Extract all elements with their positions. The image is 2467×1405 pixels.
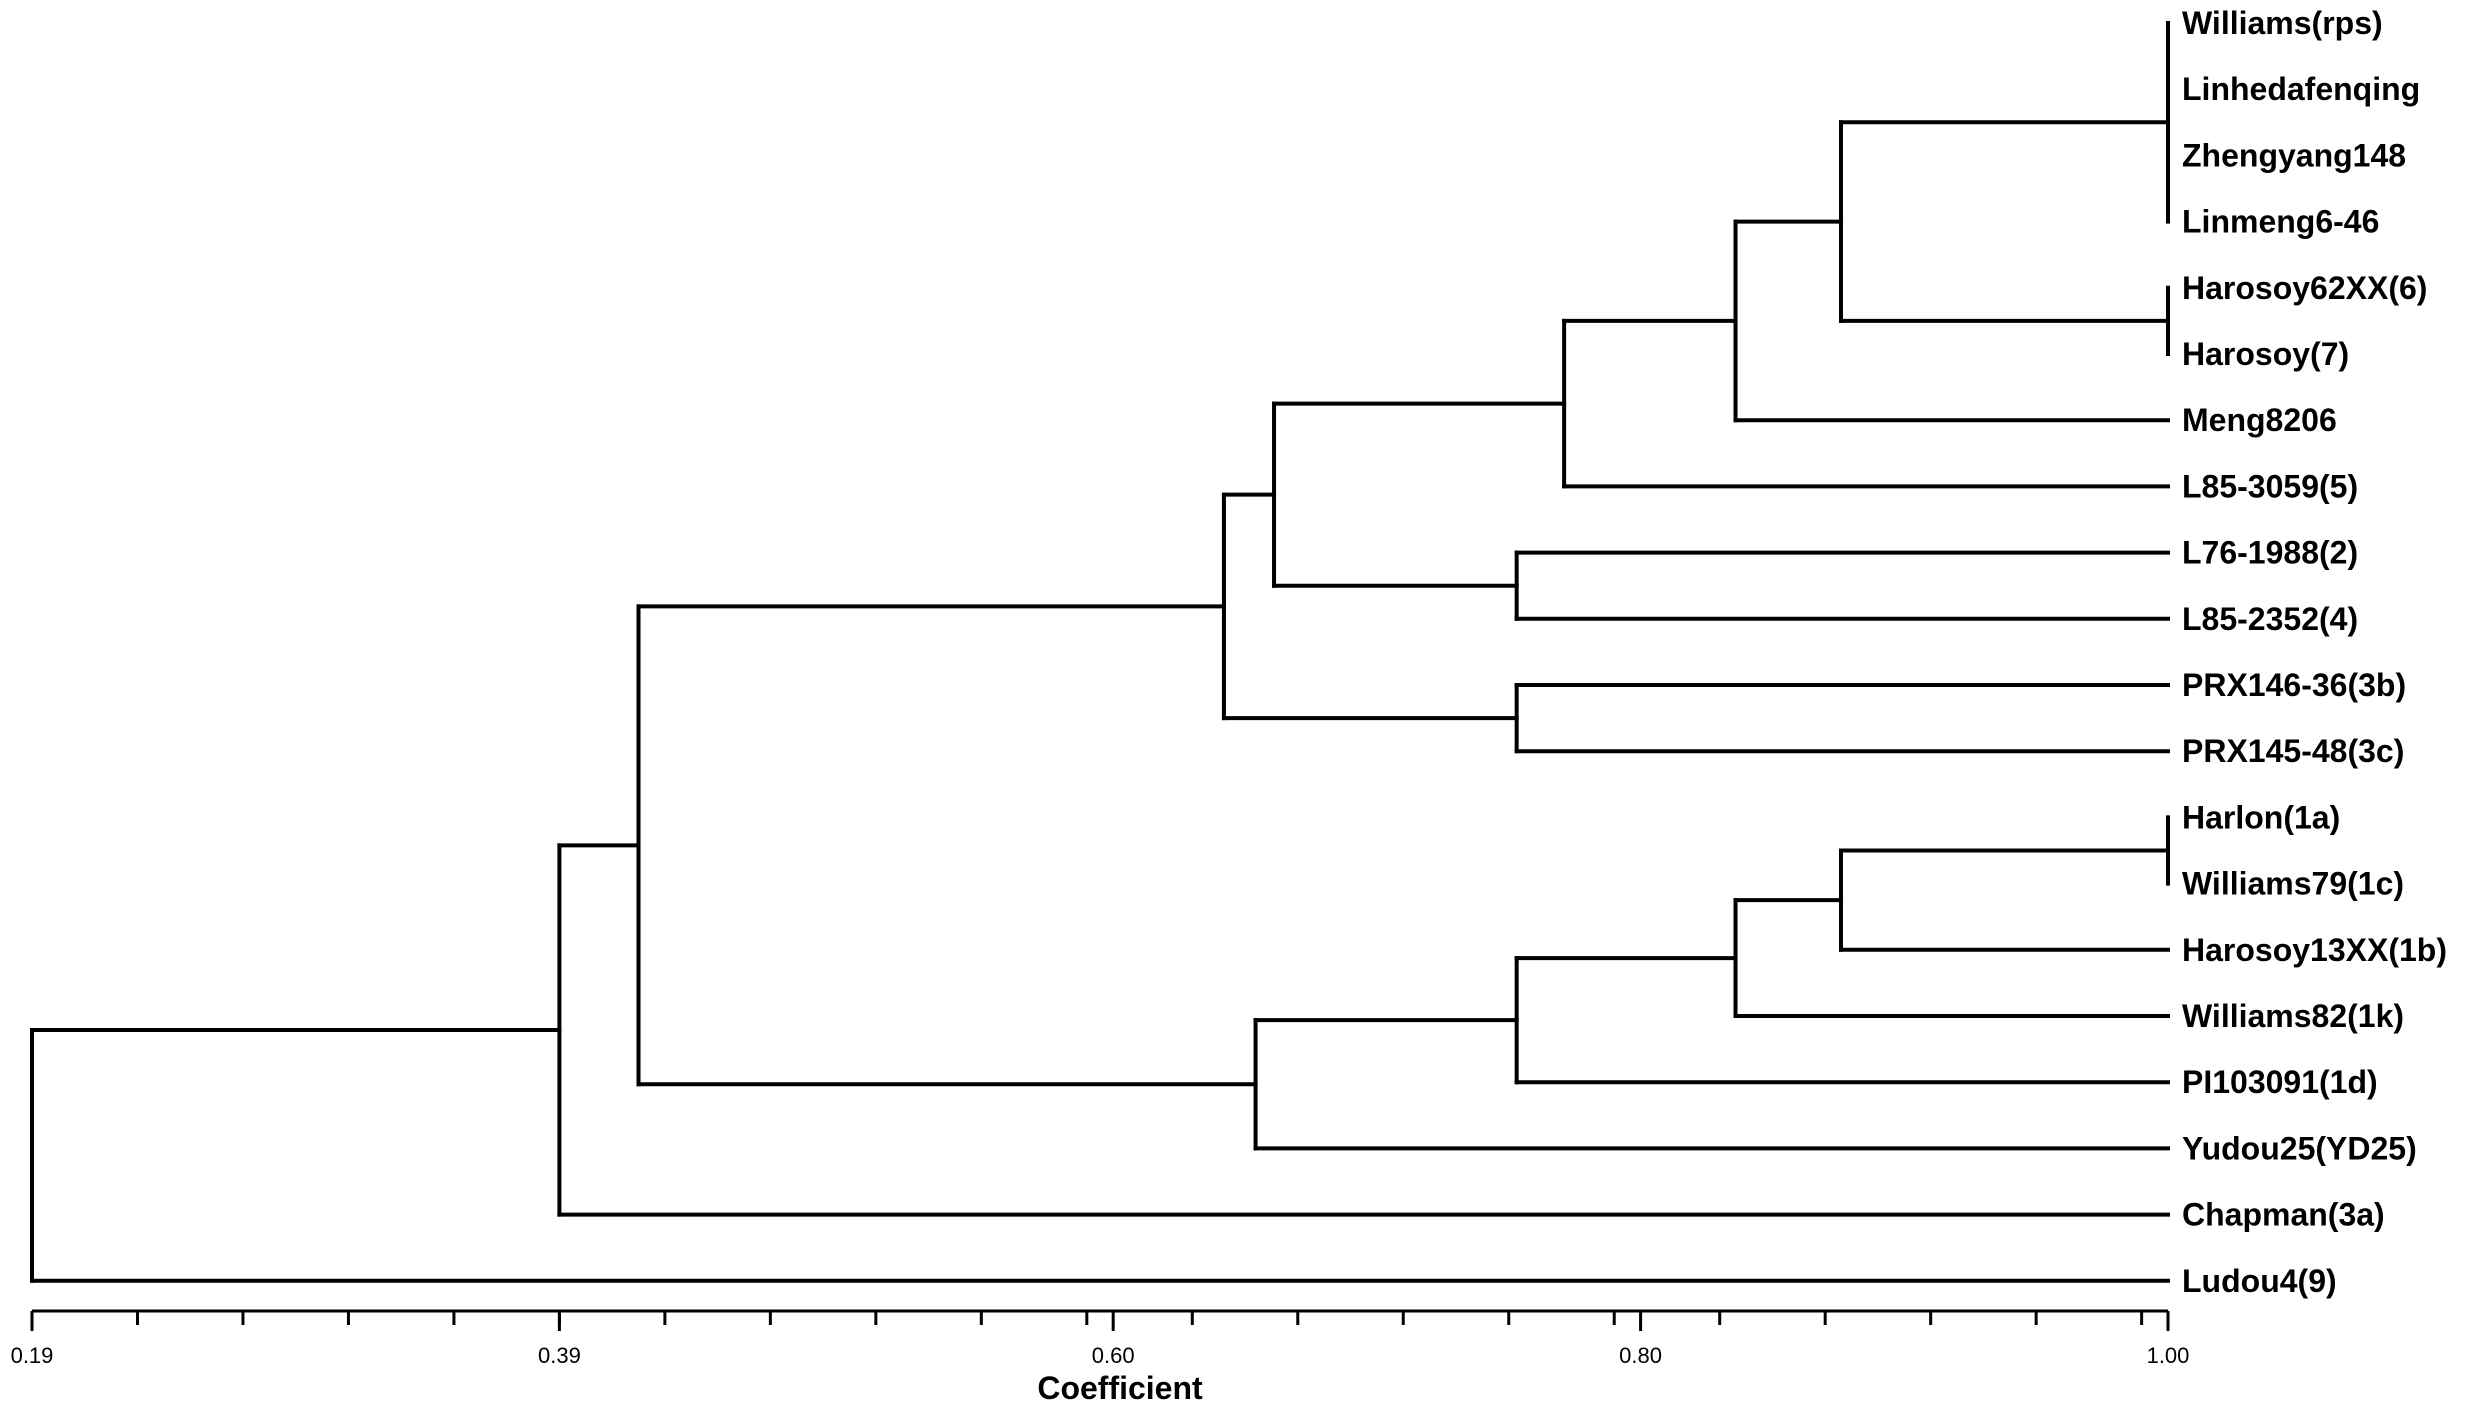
leaf-labels: Williams(rps) Linhedafenqing Zhengyang148 L… bbox=[2182, 5, 2447, 1299]
dendrogram-branches bbox=[30, 21, 2170, 1283]
axis-tick-label: 0.19 bbox=[11, 1343, 54, 1368]
leaf-label: Williams79(1c) bbox=[2182, 866, 2404, 902]
leaf-label: L85-2352(4) bbox=[2182, 601, 2358, 637]
leaf-label: PRX145-48(3c) bbox=[2182, 733, 2404, 769]
leaf-label: Harosoy13XX(1b) bbox=[2182, 932, 2447, 968]
leaf-label: PRX146-36(3b) bbox=[2182, 667, 2406, 703]
axis-tick-label: 1.00 bbox=[2147, 1343, 2190, 1368]
leaf-label: L76-1988(2) bbox=[2182, 535, 2358, 571]
axis-tick-label: 0.60 bbox=[1092, 1343, 1135, 1368]
leaf-label: L85-3059(5) bbox=[2182, 468, 2358, 504]
leaf-label: PI103091(1d) bbox=[2182, 1064, 2378, 1100]
leaf-label: Harosoy62XX(6) bbox=[2182, 270, 2427, 306]
leaf-label: Meng8206 bbox=[2182, 402, 2337, 438]
leaf-label: Harlon(1a) bbox=[2182, 799, 2340, 835]
leaf-label: Zhengyang148 bbox=[2182, 137, 2406, 173]
leaf-label: Chapman(3a) bbox=[2182, 1197, 2385, 1233]
axis-tick-label: 0.80 bbox=[1619, 1343, 1662, 1368]
axis-ticks bbox=[30, 1311, 2170, 1331]
coefficient-axis: 0.19 0.39 0.60 0.80 1.00 Coefficient bbox=[11, 1309, 2190, 1405]
axis-tick-label: 0.39 bbox=[538, 1343, 581, 1368]
leaf-label: Linmeng6-46 bbox=[2182, 204, 2379, 240]
leaf-label: Ludou4(9) bbox=[2182, 1263, 2337, 1299]
leaf-label: Linhedafenqing bbox=[2182, 71, 2420, 107]
leaf-label: Williams82(1k) bbox=[2182, 998, 2404, 1034]
axis-title: Coefficient bbox=[1037, 1370, 1203, 1405]
leaf-label: Yudou25(YD25) bbox=[2182, 1130, 2417, 1166]
leaf-label: Williams(rps) bbox=[2182, 5, 2383, 41]
axis-tick-labels: 0.19 0.39 0.60 0.80 1.00 bbox=[11, 1343, 2190, 1368]
leaf-label: Harosoy(7) bbox=[2182, 336, 2349, 372]
